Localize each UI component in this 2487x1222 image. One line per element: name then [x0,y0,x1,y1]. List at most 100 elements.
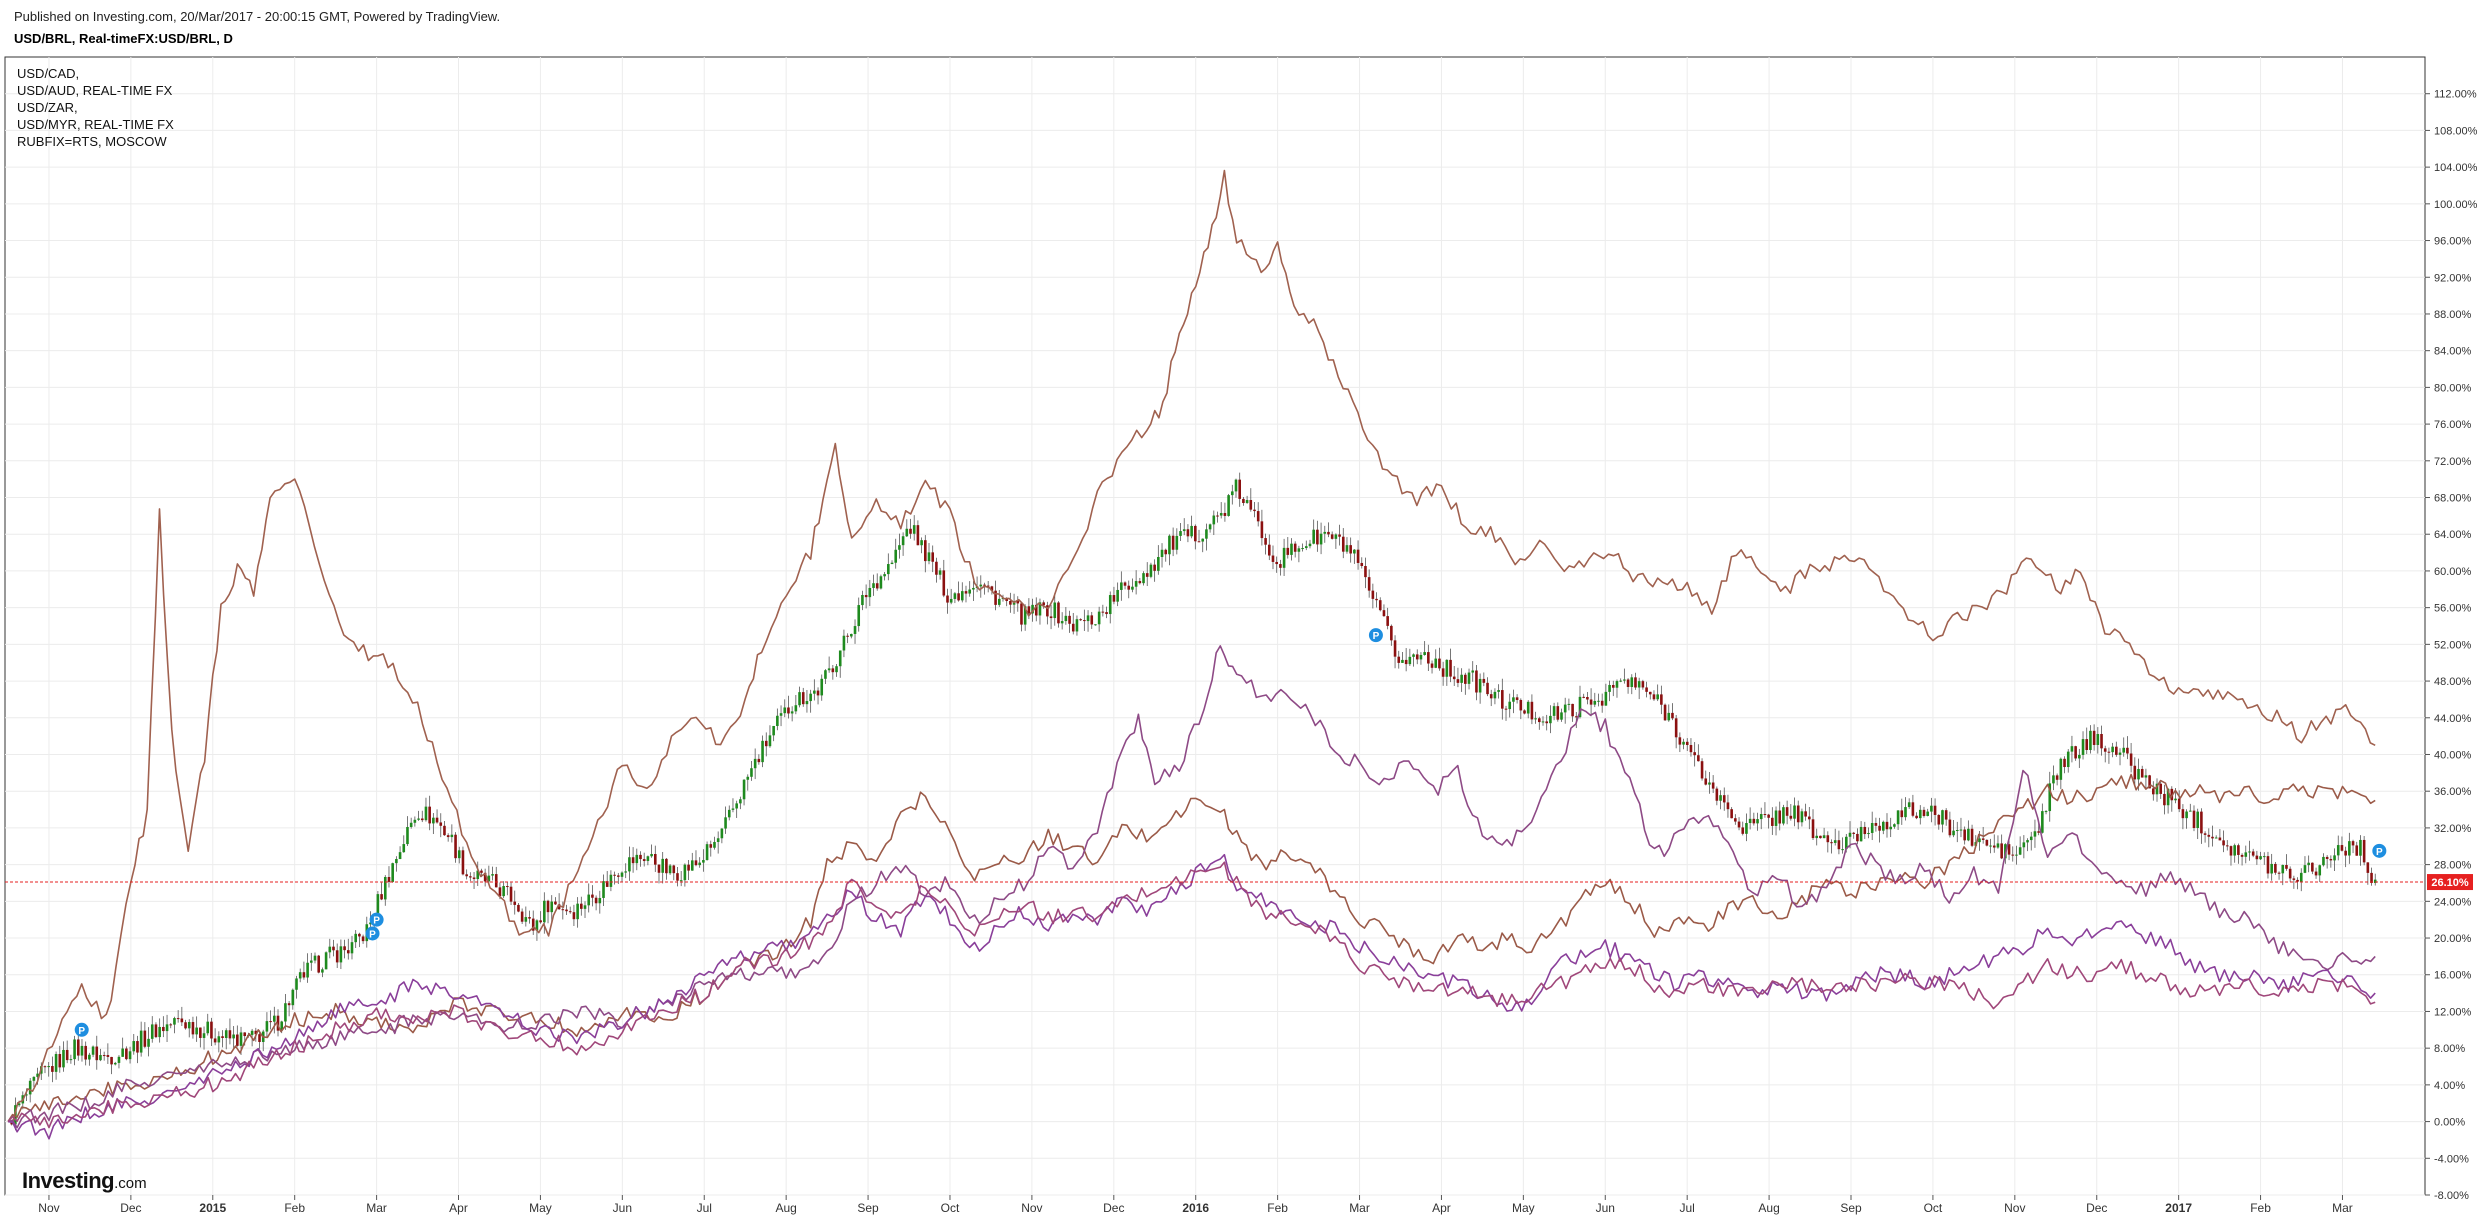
candle-body [1264,538,1267,545]
candle-body [291,989,295,1006]
candle-body [727,809,731,818]
candle-body [757,758,761,763]
candle-body [1249,500,1253,510]
candle-body [1149,564,1153,577]
candle-body [1793,805,1796,819]
candle-body [1785,807,1789,816]
candle-body [1578,696,1582,718]
candle-body [1641,681,1645,688]
x-tick-label: Jul [697,1201,712,1215]
candle-body [2192,810,2196,829]
candle-body [1131,586,1134,590]
candle-body [1179,531,1182,536]
candle-body [1711,782,1715,789]
investing-logo[interactable]: Investing.com [22,1168,147,1194]
candle-body [2285,864,2288,869]
plot-frame [4,56,2426,1196]
candle-body [1667,712,1671,721]
series-line [7,853,2376,1140]
x-axis[interactable]: Nov Dec 2015 Feb Mar Apr May Jun Jul Aug Sep Oct Nov… [38,1195,2353,1215]
candle-body [2325,856,2329,859]
event-marker[interactable] [74,1022,89,1037]
x-tick-label: Nov [1021,1201,1042,1215]
event-marker-glyph: P [1373,631,1380,642]
candle-body [1930,805,1933,812]
candle-body [2107,751,2111,753]
candle-body [165,1024,169,1032]
candle-body [113,1062,117,1065]
candle-body [1918,809,1922,819]
candle-body [1804,811,1807,817]
x-tick-label: Dec [1103,1201,1124,1215]
candle-body [1989,845,1992,847]
candle-body [1438,658,1441,669]
candle-body [2348,841,2351,856]
candle-body [202,1033,206,1038]
candle-body [232,1034,235,1039]
candle-body [1656,694,1659,700]
candle-body [1734,818,1737,822]
candle-body [1856,833,1859,842]
candle-body [709,844,713,848]
candle-body [550,901,554,913]
candle-body [1493,691,1497,699]
x-tick-label: Feb [1267,1201,1288,1215]
candle-body [1142,573,1145,584]
candle-body [735,803,738,809]
candle-body [617,875,620,877]
legend-item-usd-cad: USD/CAD, [17,66,80,81]
candle-body [136,1041,139,1053]
candle-body [443,825,446,836]
candle-body [1023,606,1027,625]
y-tick-label: 32.00% [2434,823,2472,835]
candle-body [409,822,413,827]
candle-body [1589,699,1593,705]
candle-body [2296,879,2299,882]
candle-body [2344,850,2347,856]
event-marker[interactable] [365,926,380,941]
candle-body [609,874,613,887]
candle-body [650,853,653,857]
candle-body [454,834,457,859]
candle-body [746,776,750,780]
candle-body [1267,544,1271,556]
candle-body [2129,753,2133,766]
candle-body [380,894,383,900]
candle-body [2066,751,2070,768]
candle-body [2159,783,2163,794]
event-marker[interactable] [369,912,384,927]
event-marker[interactable] [2372,843,2387,858]
y-tick-label: -4.00% [2434,1153,2469,1165]
candle-body [62,1049,65,1068]
candle-body [1223,513,1227,516]
candle-body [668,865,672,874]
candle-body [1996,843,2000,848]
event-marker-glyph: P [369,929,376,940]
candle-body [565,909,568,912]
candle-body [853,626,857,634]
candle-body [1349,545,1352,554]
candle-body [2078,754,2081,759]
candle-body [1600,700,1604,706]
candle-body [2229,846,2233,856]
candle-body [657,864,661,873]
candle-body [236,1034,239,1046]
candle-body [672,865,676,874]
candle-body [946,595,949,603]
candle-body [2355,845,2359,856]
candle-body [1382,610,1386,617]
candle-body [613,874,616,876]
event-marker[interactable] [1368,628,1383,643]
candle-body [1079,619,1082,621]
candle-body [2329,858,2333,861]
candle-body [798,692,801,706]
series-legend: USD/CAD, USD/AUD, REAL-TIME FX USD/ZAR, … [17,65,174,150]
candle-body [605,881,609,887]
y-tick-label: 60.00% [2434,566,2472,578]
candle-body [2029,836,2033,841]
candle-body [872,583,875,588]
candle-body [2166,788,2170,806]
y-axis[interactable]: -8.00% -4.00% 0.00% 4.00% 8.00% 12.00% 16.00% 2… [2425,89,2478,1202]
